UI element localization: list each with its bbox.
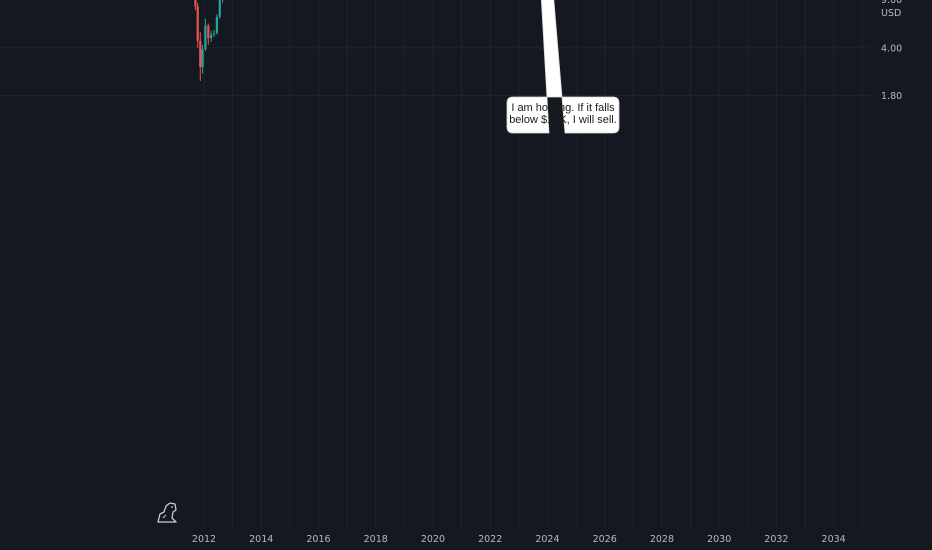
time-tick-label: 2026 — [593, 534, 617, 545]
time-axis[interactable]: 2012 2014 2016 2018 2020 2022 2024 2026 2028 2030… — [192, 534, 846, 545]
time-tick-label: 2030 — [707, 534, 731, 545]
time-tick-label: 2014 — [249, 534, 273, 545]
candle-body — [196, 6, 199, 41]
candle-body — [215, 16, 218, 34]
time-tick-label: 2022 — [478, 534, 502, 545]
currency-label: USD — [881, 8, 901, 19]
time-tick-label: 2020 — [421, 534, 445, 545]
candles — [194, 0, 224, 81]
callout-text: below $14K, I will sell. — [509, 114, 617, 126]
tradingview-logo-icon[interactable] — [157, 502, 177, 523]
grid — [0, 0, 870, 528]
price-axis[interactable]: USD 2800000.001200000.00500000.00220000.… — [881, 0, 932, 102]
time-tick-label: 2032 — [764, 534, 788, 545]
time-tick-label: 2034 — [822, 534, 846, 545]
candle-body — [210, 34, 213, 39]
candle-body — [218, 0, 221, 17]
candle-body — [204, 25, 207, 50]
price-tick-label: 9.00 — [881, 0, 902, 6]
candle-body — [201, 49, 204, 68]
candle-body — [207, 25, 210, 39]
price-tick-label: 1.80 — [881, 91, 902, 102]
time-tick-label: 2024 — [535, 534, 559, 545]
price-tick-label: 4.00 — [881, 43, 902, 54]
time-tick-label: 2018 — [364, 534, 388, 545]
time-tick-label: 2016 — [306, 534, 330, 545]
candle-body — [212, 33, 216, 35]
time-tick-label: 2012 — [192, 534, 216, 545]
callout-bubble[interactable] — [506, 0, 620, 134]
candle-body — [199, 40, 202, 68]
candle-body — [194, 0, 197, 7]
callout-text: I am holding. If it falls — [511, 102, 615, 114]
time-tick-label: 2028 — [650, 534, 674, 545]
